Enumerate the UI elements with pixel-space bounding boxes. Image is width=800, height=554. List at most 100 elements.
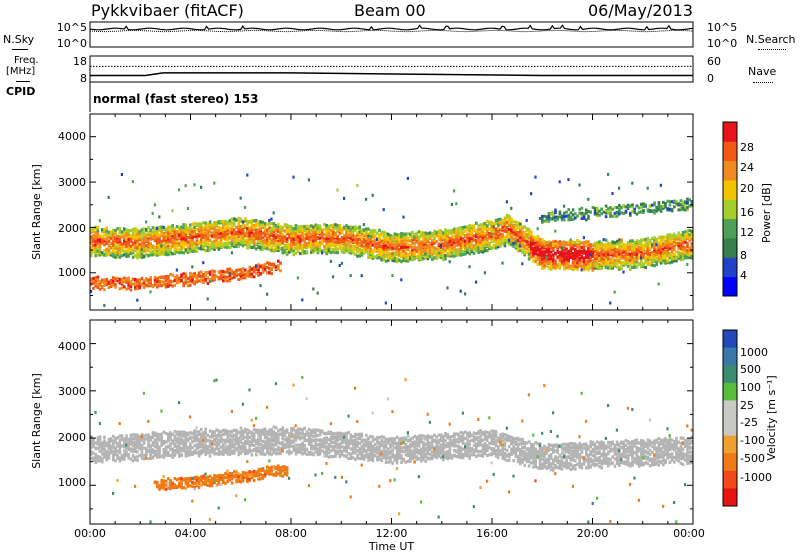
power-cell (371, 231, 375, 235)
power-cell (455, 230, 458, 234)
power-cell (96, 279, 100, 282)
power-cell (107, 243, 111, 247)
power-cell (657, 259, 661, 263)
power-cell (373, 245, 377, 249)
power-cell (145, 238, 148, 242)
power-cell (142, 227, 146, 231)
power-cell (325, 239, 328, 243)
power-cell (112, 276, 115, 280)
power-cell (140, 244, 144, 248)
velocity-ground-cell (156, 438, 159, 442)
power-cell (118, 281, 122, 285)
power-cell (314, 238, 317, 242)
power-cell (461, 252, 465, 256)
power-cell (508, 214, 511, 218)
power-cell (431, 250, 434, 254)
power-data (90, 172, 693, 307)
power-cell (116, 227, 119, 231)
power-cell (272, 224, 276, 228)
power-cell (530, 251, 533, 255)
velocity-ground-cell (149, 456, 152, 461)
power-cell (567, 259, 570, 263)
power-cell (442, 258, 445, 262)
power-cell (468, 252, 471, 256)
power-cell (191, 246, 194, 251)
power-cell (378, 256, 381, 260)
velocity-ground-cell (109, 437, 113, 441)
velocity-ground-cell (226, 445, 229, 449)
velocity-ground-cell (118, 456, 122, 460)
power-cell (523, 244, 526, 248)
power-cell (648, 208, 652, 212)
power-cell (316, 247, 320, 251)
power-cell (675, 234, 678, 238)
power-cell (686, 244, 689, 249)
power-cell (149, 247, 152, 251)
power-cell (244, 241, 247, 245)
power-cell (633, 264, 636, 268)
power-cell (257, 244, 260, 248)
power-cell (635, 264, 639, 268)
power-cell (92, 228, 95, 232)
power-cell (257, 220, 260, 224)
power-cell (362, 246, 366, 250)
power-cell (164, 275, 168, 278)
velocity-cell (197, 482, 201, 486)
velocity-ground-cell (129, 447, 133, 451)
power-cell (189, 233, 192, 237)
power-cell (651, 255, 654, 259)
power-cell (136, 245, 139, 250)
power-cell (510, 228, 513, 232)
power-cell (239, 236, 243, 240)
power-cell (459, 233, 463, 237)
power-cell (611, 259, 614, 263)
power-cell (679, 236, 683, 241)
power-cell (389, 242, 392, 246)
velocity-ground-cell (90, 440, 93, 444)
power-cell (316, 228, 320, 232)
power-cell (246, 226, 249, 231)
power-cell (261, 241, 265, 245)
power-cell (277, 264, 280, 268)
power-cell (92, 234, 95, 238)
power-cell (565, 210, 568, 214)
power-cell (618, 212, 621, 216)
velocity-ground-cell (120, 444, 124, 448)
velocity-ground-cell (228, 452, 232, 457)
power-cell (598, 256, 601, 260)
power-cell (503, 235, 507, 239)
power-cell (127, 283, 130, 287)
power-cell (600, 249, 603, 253)
power-cell (107, 248, 111, 252)
power-cell (149, 234, 152, 239)
power-cell (567, 208, 570, 212)
power-cell (248, 274, 251, 278)
power-cell (571, 255, 575, 259)
power-cell (208, 220, 212, 224)
power-cell (571, 247, 575, 251)
power-cell (607, 250, 610, 254)
power-cell (477, 244, 480, 249)
power-cell (442, 238, 445, 242)
power-cell (659, 247, 663, 251)
power-cell (468, 265, 471, 269)
power-cell (184, 226, 188, 230)
power-cell (257, 228, 260, 232)
power-cell (651, 261, 654, 265)
power-cell (587, 249, 590, 253)
velocity-cell (160, 409, 163, 413)
power-cell (127, 238, 130, 242)
velocity-cell (160, 478, 163, 483)
velocity-ground-cell (226, 435, 229, 439)
power-cell (184, 184, 187, 188)
power-cell (270, 245, 273, 249)
power-cell (228, 221, 232, 225)
power-cell (686, 235, 689, 239)
velocity-ground-cell (164, 452, 168, 456)
power-cell (415, 249, 419, 253)
power-cell (582, 240, 586, 244)
power-cell (567, 178, 570, 182)
power-cell (450, 254, 454, 258)
velocity-ground-cell (197, 430, 201, 434)
power-cell (182, 230, 185, 234)
